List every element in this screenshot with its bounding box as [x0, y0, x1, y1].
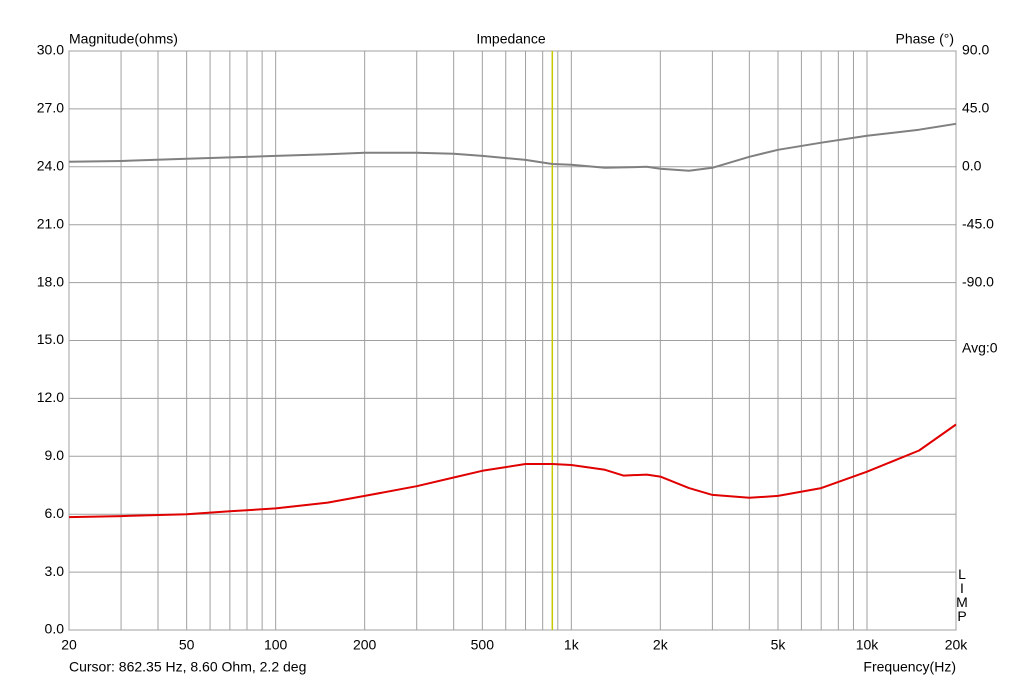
series-line — [68, 122, 957, 172]
cursor-readout: Cursor: 862.35 Hz, 8.60 Ohm, 2.2 deg — [69, 659, 306, 675]
x-tick-label: 20k — [945, 637, 969, 653]
y2-tick-label: -45.0 — [962, 215, 994, 231]
y-tick-label: 9.0 — [45, 447, 65, 463]
x-tick-label: 50 — [179, 637, 195, 653]
y2-tick-label: 90.0 — [962, 42, 989, 58]
y-tick-label: 21.0 — [37, 215, 64, 231]
y-tick-label: 15.0 — [37, 331, 64, 347]
x-tick-label: 500 — [471, 637, 495, 653]
series-line — [68, 423, 957, 519]
y-tick-label: 27.0 — [37, 100, 64, 116]
x-axis-label: Frequency(Hz) — [863, 659, 956, 675]
y-tick-label: 18.0 — [37, 273, 64, 289]
y-tick-label: 30.0 — [37, 42, 64, 58]
y2-tick-label: 45.0 — [962, 100, 989, 116]
y2-tick-label: 0.0 — [962, 158, 982, 174]
annotation: LIMP — [954, 566, 970, 622]
y-tick-label: 0.0 — [45, 621, 65, 637]
x-tick-label: 1k — [564, 637, 580, 653]
y2-axis-label: Phase (°) — [895, 31, 954, 47]
y2-tick-label: -90.0 — [962, 273, 994, 289]
y-tick-label: 3.0 — [45, 563, 65, 579]
y-tick-label: 6.0 — [45, 505, 65, 521]
x-tick-label: 2k — [653, 637, 669, 653]
x-tick-label: 200 — [353, 637, 377, 653]
chart-title: Impedance — [476, 31, 545, 47]
x-tick-label: 5k — [771, 637, 787, 653]
x-tick-label: 100 — [264, 637, 288, 653]
y-tick-label: 24.0 — [37, 158, 64, 174]
annotation: Avg:0 — [962, 340, 998, 356]
y-axis-label: Magnitude(ohms) — [69, 31, 178, 47]
x-tick-label: 20 — [61, 637, 77, 653]
x-tick-label: 10k — [856, 637, 880, 653]
y-tick-label: 12.0 — [37, 389, 64, 405]
